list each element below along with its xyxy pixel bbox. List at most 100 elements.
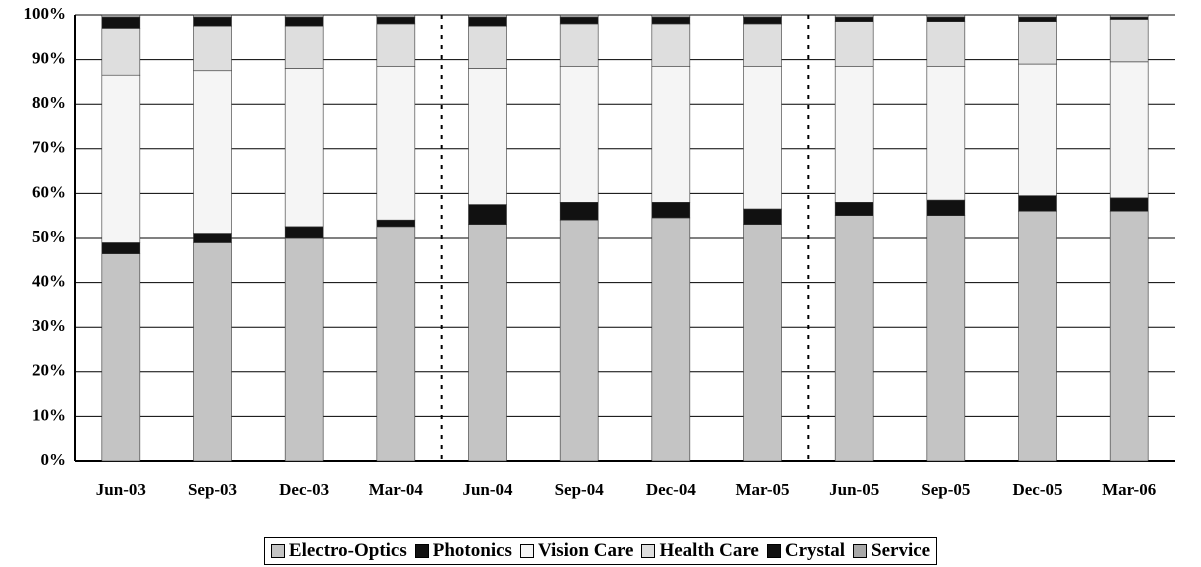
bar-segment	[1109, 61, 1149, 199]
bar-segment	[193, 242, 232, 462]
x-tick-label: Sep-04	[555, 480, 605, 499]
bar-segment	[834, 16, 874, 22]
bar-segment	[834, 14, 874, 18]
bar-segment	[376, 65, 416, 221]
bar-segment	[1018, 63, 1057, 196]
legend-swatch	[641, 544, 656, 558]
y-tick-label: 70%	[32, 138, 66, 157]
legend-swatch	[414, 544, 429, 558]
legend-swatch	[270, 544, 285, 558]
bar-segment	[651, 14, 691, 18]
bar-segment	[101, 16, 141, 29]
bar-segment	[743, 23, 782, 67]
bar-segment	[284, 68, 324, 228]
bar-segment	[926, 199, 966, 216]
legend-label: Service	[871, 540, 931, 561]
bar-segment	[1109, 14, 1149, 18]
bar-segment	[193, 233, 232, 243]
bar-segment	[926, 16, 966, 22]
bar-segment	[834, 202, 874, 217]
x-tick-label: Dec-04	[646, 480, 697, 499]
y-tick-label: 20%	[32, 361, 66, 380]
bar-segment	[926, 14, 966, 18]
y-tick-label: 90%	[32, 49, 66, 68]
legend-swatch	[853, 544, 868, 558]
bar-segment	[743, 14, 782, 18]
bar-segment	[926, 65, 966, 201]
bar-segment	[834, 215, 874, 462]
bar-segment	[101, 14, 141, 18]
legend-label: Crystal	[784, 540, 846, 561]
bar-segment	[559, 219, 599, 462]
bar-segment	[376, 14, 416, 18]
bar-segment	[651, 65, 691, 203]
bar-segment	[559, 23, 599, 67]
bar-segment	[559, 202, 599, 221]
bar-segment	[376, 23, 416, 67]
bar-segment	[284, 25, 324, 69]
y-tick-label: 30%	[32, 316, 66, 335]
bar-segment	[651, 23, 691, 67]
bar-segment	[193, 14, 232, 18]
bar-segment	[101, 28, 141, 76]
bar-segment	[284, 14, 324, 18]
bar-segment	[926, 215, 966, 462]
legend-swatch	[766, 544, 781, 558]
x-tick-label: Dec-03	[279, 480, 329, 499]
bar-segment	[1018, 16, 1057, 22]
bar-segment	[743, 224, 782, 462]
bar-segment	[193, 25, 232, 72]
legend-label: Photonics	[432, 540, 512, 561]
legend-item: Electro-Optics	[270, 540, 407, 562]
bar-segment	[376, 16, 416, 25]
x-tick-label: Sep-05	[921, 480, 970, 499]
bar-segment	[651, 202, 691, 219]
bar-segment	[1018, 210, 1057, 462]
legend-label: Electro-Optics	[288, 540, 407, 561]
bar-segment	[559, 65, 599, 203]
bar-segment	[468, 25, 507, 69]
bar-segment	[376, 226, 416, 462]
bar-segment	[559, 14, 599, 18]
y-tick-label: 50%	[32, 227, 66, 246]
legend-label: Vision Care	[537, 540, 634, 561]
bar-segment	[1018, 21, 1057, 65]
x-tick-label: Jun-05	[829, 480, 879, 499]
bar-segment	[468, 68, 507, 205]
bar-segment	[743, 16, 782, 25]
y-tick-label: 100%	[24, 4, 67, 23]
y-tick-label: 80%	[32, 93, 66, 112]
bar-segment	[1109, 16, 1149, 20]
legend-box: Electro-Optics Photonics Vision Care Health…	[263, 537, 938, 565]
bar-segment	[193, 70, 232, 234]
legend-item: Health Care	[641, 540, 759, 562]
legend-item: Crystal	[766, 540, 846, 562]
bar-segment	[468, 224, 507, 462]
legend-item: Vision Care	[519, 540, 634, 562]
bar-segment	[284, 226, 324, 239]
legend-item: Service	[853, 540, 930, 562]
bar-segment	[834, 65, 874, 203]
bar-segment	[1109, 197, 1149, 212]
x-tick-label: Dec-05	[1012, 480, 1062, 499]
bar-segment	[193, 16, 232, 27]
legend-swatch	[519, 544, 534, 558]
legend-label: Health Care	[659, 540, 759, 561]
bar-segment	[651, 16, 691, 25]
bar-segment	[284, 237, 324, 462]
bar-segment	[1018, 195, 1057, 212]
bar-segment	[101, 253, 141, 462]
x-tick-label: Mar-04	[369, 480, 424, 499]
bar-segment	[1109, 19, 1149, 63]
bar-segment	[1109, 210, 1149, 462]
bar-segment	[284, 16, 324, 27]
y-tick-label: 0%	[41, 450, 67, 469]
legend: Electro-Optics Photonics Vision Care Health…	[0, 537, 1201, 565]
bar-segment	[926, 21, 966, 67]
bar-segment	[1018, 14, 1057, 18]
legend-item: Photonics	[414, 540, 512, 562]
x-tick-label: Sep-03	[188, 480, 237, 499]
bar-segment	[101, 242, 141, 254]
bar-segment	[743, 65, 782, 210]
